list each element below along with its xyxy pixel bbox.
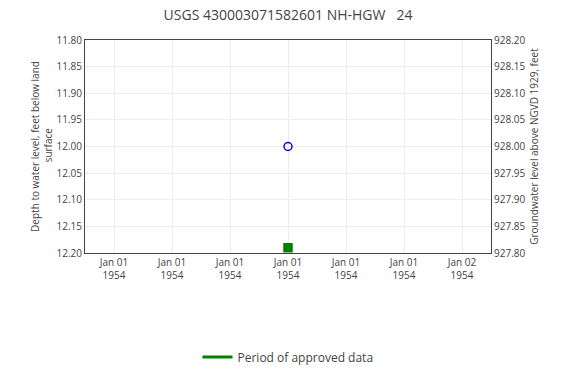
svg-text:Jan 011954: Jan 011954 [331,255,360,282]
svg-text:928.20: 928.20 [494,33,525,47]
svg-text:USGS 430003071582601 NH-HGW: USGS 430003071582601 NH-HGW 24 [164,5,413,24]
svg-text:928.15: 928.15 [494,59,525,73]
svg-text:12.20: 12.20 [57,246,83,260]
svg-text:927.85: 927.85 [494,219,525,233]
svg-text:12.00: 12.00 [57,139,83,153]
svg-text:Jan 011954: Jan 011954 [389,255,418,282]
svg-text:Depth to water level, feet bel: Depth to water level, feet below land su… [28,61,55,232]
svg-text:928.00: 928.00 [494,139,525,153]
svg-text:Jan 011954: Jan 011954 [157,255,186,282]
svg-text:927.95: 927.95 [494,166,525,180]
svg-text:12.10: 12.10 [57,192,83,206]
svg-text:Jan 011954: Jan 011954 [99,255,128,282]
svg-text:Jan 011954: Jan 011954 [273,255,302,282]
svg-text:12.05: 12.05 [57,166,83,180]
svg-text:928.05: 928.05 [494,112,525,126]
svg-text:11.90: 11.90 [57,86,83,100]
svg-text:Jan 021954: Jan 021954 [447,255,477,282]
svg-text:927.80: 927.80 [494,246,525,260]
svg-text:11.80: 11.80 [57,33,83,47]
svg-text:11.95: 11.95 [57,112,83,126]
svg-text:Period of approved data: Period of approved data [238,349,374,366]
svg-text:12.15: 12.15 [57,219,83,233]
svg-text:927.90: 927.90 [494,192,525,206]
svg-text:928.10: 928.10 [494,86,525,100]
svg-text:Jan 011954: Jan 011954 [215,255,244,282]
svg-text:11.85: 11.85 [57,59,83,73]
svg-text:Groundwater level above NGVD 1: Groundwater level above NGVD 1929, feet [527,48,541,245]
